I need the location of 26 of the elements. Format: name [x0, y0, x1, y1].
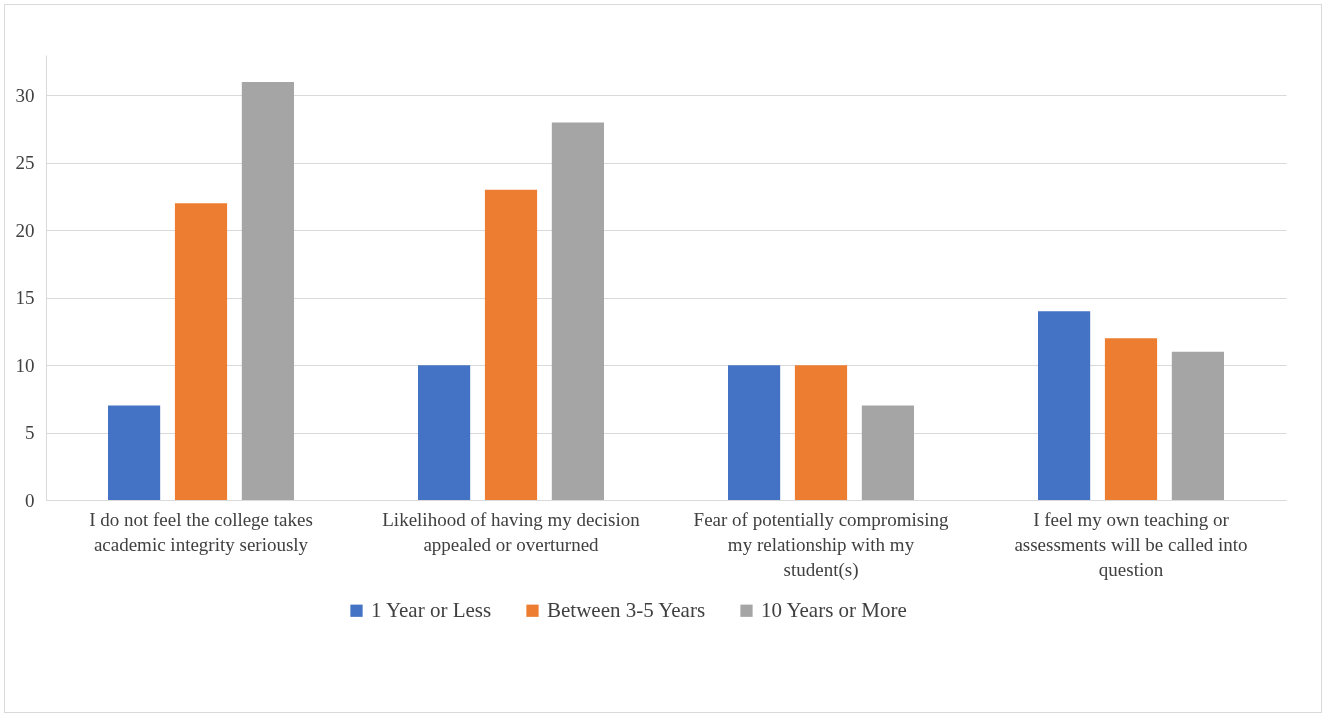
- legend-label: 1 Year or Less: [371, 597, 492, 622]
- bar: [484, 189, 538, 500]
- y-tick-label: 20: [15, 219, 35, 241]
- x-tick-label: I feel my own teaching or assessments will be called into question: [1014, 508, 1248, 580]
- y-tick-label: 0: [25, 489, 35, 511]
- bar: [241, 81, 294, 500]
- bar: [1171, 351, 1224, 500]
- y-tick-label: 15: [15, 287, 35, 309]
- bar: [1038, 311, 1091, 500]
- y-tick-label: 5: [25, 422, 35, 444]
- legend-label: Between 3-5 Years: [547, 597, 706, 622]
- bar: [174, 203, 228, 500]
- bar: [418, 365, 471, 500]
- legend-label: 10 Years or More: [761, 597, 907, 622]
- bar: [794, 365, 848, 500]
- x-tick-label: Likelihood of having my decision appealed or overturned: [382, 508, 641, 555]
- bar: [1104, 338, 1158, 500]
- bar: [861, 405, 914, 500]
- x-tick-label: I do not feel the college takes academic integrity seriously: [89, 508, 313, 555]
- bar: [551, 122, 604, 500]
- y-tick-label: 10: [15, 354, 35, 376]
- y-tick-label: 30: [15, 84, 35, 106]
- x-tick-label: Fear of potentially compromising my relationship with my student(s): [693, 508, 949, 581]
- bar: [108, 405, 161, 500]
- bar: [728, 365, 781, 500]
- y-tick-label: 25: [15, 152, 35, 174]
